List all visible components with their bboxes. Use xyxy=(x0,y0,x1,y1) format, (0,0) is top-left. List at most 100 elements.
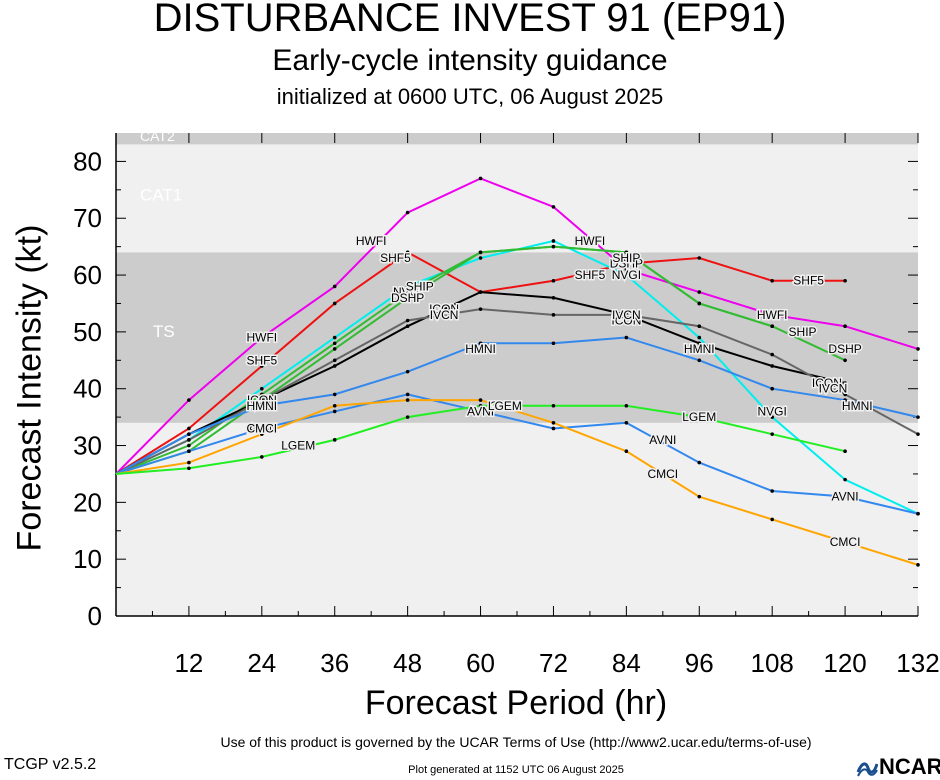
data-point xyxy=(405,295,410,300)
intensity-band-cat1 xyxy=(116,144,918,253)
data-point xyxy=(843,494,847,499)
y-tick-label: 20 xyxy=(73,487,102,517)
series-label-ship: SHIP xyxy=(789,325,817,339)
data-point xyxy=(770,278,774,283)
data-point xyxy=(187,432,191,436)
data-point xyxy=(332,347,337,351)
x-tick-label: 60 xyxy=(466,648,495,678)
x-axis-label: Forecast Period (hr) xyxy=(364,684,668,722)
data-point xyxy=(260,403,264,408)
data-point xyxy=(478,250,483,255)
series-label-avni: AVNI xyxy=(467,404,494,418)
data-point xyxy=(187,449,191,454)
y-axis-label: Forecast Intensity (kt) xyxy=(10,224,49,552)
series-label-icon: ICON xyxy=(611,314,641,328)
series-label-hmni: HMNI xyxy=(684,342,715,356)
series-label-hwfi: HWFI xyxy=(757,308,788,322)
data-point xyxy=(260,335,264,340)
series-label-hmni: HMNI xyxy=(842,399,873,413)
series-label-nvgi: NVGI xyxy=(393,285,422,299)
data-point xyxy=(697,335,702,340)
data-point xyxy=(332,403,337,408)
y-tick-label: 50 xyxy=(73,317,102,347)
x-tick-label: 84 xyxy=(612,648,641,678)
series-label-shf5: SHF5 xyxy=(380,251,411,265)
series-label-hwfi: HWFI xyxy=(575,234,606,248)
data-point xyxy=(187,426,191,431)
data-point xyxy=(260,455,264,459)
data-point xyxy=(405,398,410,402)
series-label-cmci: CMCI xyxy=(246,421,277,435)
data-point xyxy=(624,403,629,408)
data-point xyxy=(916,432,920,436)
y-tick-label: 80 xyxy=(73,146,102,176)
data-point xyxy=(260,392,264,397)
series-label-ivcn: IVCN xyxy=(819,382,848,396)
data-point xyxy=(770,415,774,419)
data-point xyxy=(478,256,483,260)
series-label-avni: AVNI xyxy=(832,490,859,504)
y-tick-label: 10 xyxy=(73,544,102,574)
data-point xyxy=(260,364,264,368)
data-point xyxy=(187,466,191,471)
data-point xyxy=(332,392,337,397)
data-point xyxy=(478,398,483,402)
data-point xyxy=(332,341,337,346)
data-point xyxy=(697,494,702,499)
generated-timestamp: Plot generated at 1152 UTC 06 August 202… xyxy=(408,764,624,776)
series-label-lgem: LGEM xyxy=(488,399,522,413)
data-point xyxy=(332,409,337,414)
series-label-icon: ICON xyxy=(247,393,277,407)
data-point xyxy=(332,284,337,289)
series-label-dshp: DSHP xyxy=(828,342,861,356)
intensity-band-label: TS xyxy=(153,322,175,341)
data-point xyxy=(551,295,556,300)
ncar-logo-text: NCAR xyxy=(879,754,940,779)
data-point xyxy=(624,261,629,266)
data-point xyxy=(551,244,556,249)
data-point xyxy=(697,415,702,419)
data-point xyxy=(260,432,264,436)
series-label-cmci: CMCI xyxy=(490,399,521,413)
data-point xyxy=(187,460,191,465)
y-tick-label: 30 xyxy=(73,431,102,461)
version-label: TCGP v2.5.2 xyxy=(4,756,97,773)
x-tick-label: 36 xyxy=(320,648,349,678)
series-label-nvgi: NVGI xyxy=(612,268,641,282)
series-line-hmni xyxy=(115,336,919,475)
data-point xyxy=(405,392,410,397)
series-label-lgem: LGEM xyxy=(281,439,315,453)
x-tick-label: 72 xyxy=(539,648,568,678)
y-tick-label: 70 xyxy=(73,203,102,233)
data-point xyxy=(332,335,337,340)
series-label-cmci: CMCI xyxy=(830,535,861,549)
series-label-ivcn: IVCN xyxy=(612,308,641,322)
data-point xyxy=(405,324,410,329)
data-point xyxy=(405,210,410,215)
data-point xyxy=(405,369,410,374)
data-point xyxy=(187,443,191,448)
data-point xyxy=(551,421,556,425)
series-label-icon: ICON xyxy=(812,376,842,390)
data-point xyxy=(551,205,556,209)
y-tick-label: 0 xyxy=(88,601,102,631)
data-point xyxy=(260,426,264,431)
data-point xyxy=(478,409,483,414)
x-tick-label: 96 xyxy=(685,648,714,678)
series-line-cmci xyxy=(115,399,919,566)
data-point xyxy=(624,250,629,255)
series-label-hmni: HMNI xyxy=(246,399,277,413)
series-label-ship: SHIP xyxy=(612,251,640,265)
data-point xyxy=(770,364,774,368)
data-point xyxy=(770,489,774,493)
data-point xyxy=(916,563,920,567)
data-point xyxy=(697,290,702,294)
chart-subtitle: Early-cycle intensity guidance xyxy=(272,44,668,77)
series-label-hmni: HMNI xyxy=(465,342,496,356)
data-point xyxy=(843,324,847,329)
data-point xyxy=(405,284,410,289)
data-point xyxy=(478,290,483,294)
data-point xyxy=(697,358,702,363)
series-label-shf5: SHF5 xyxy=(793,274,824,288)
